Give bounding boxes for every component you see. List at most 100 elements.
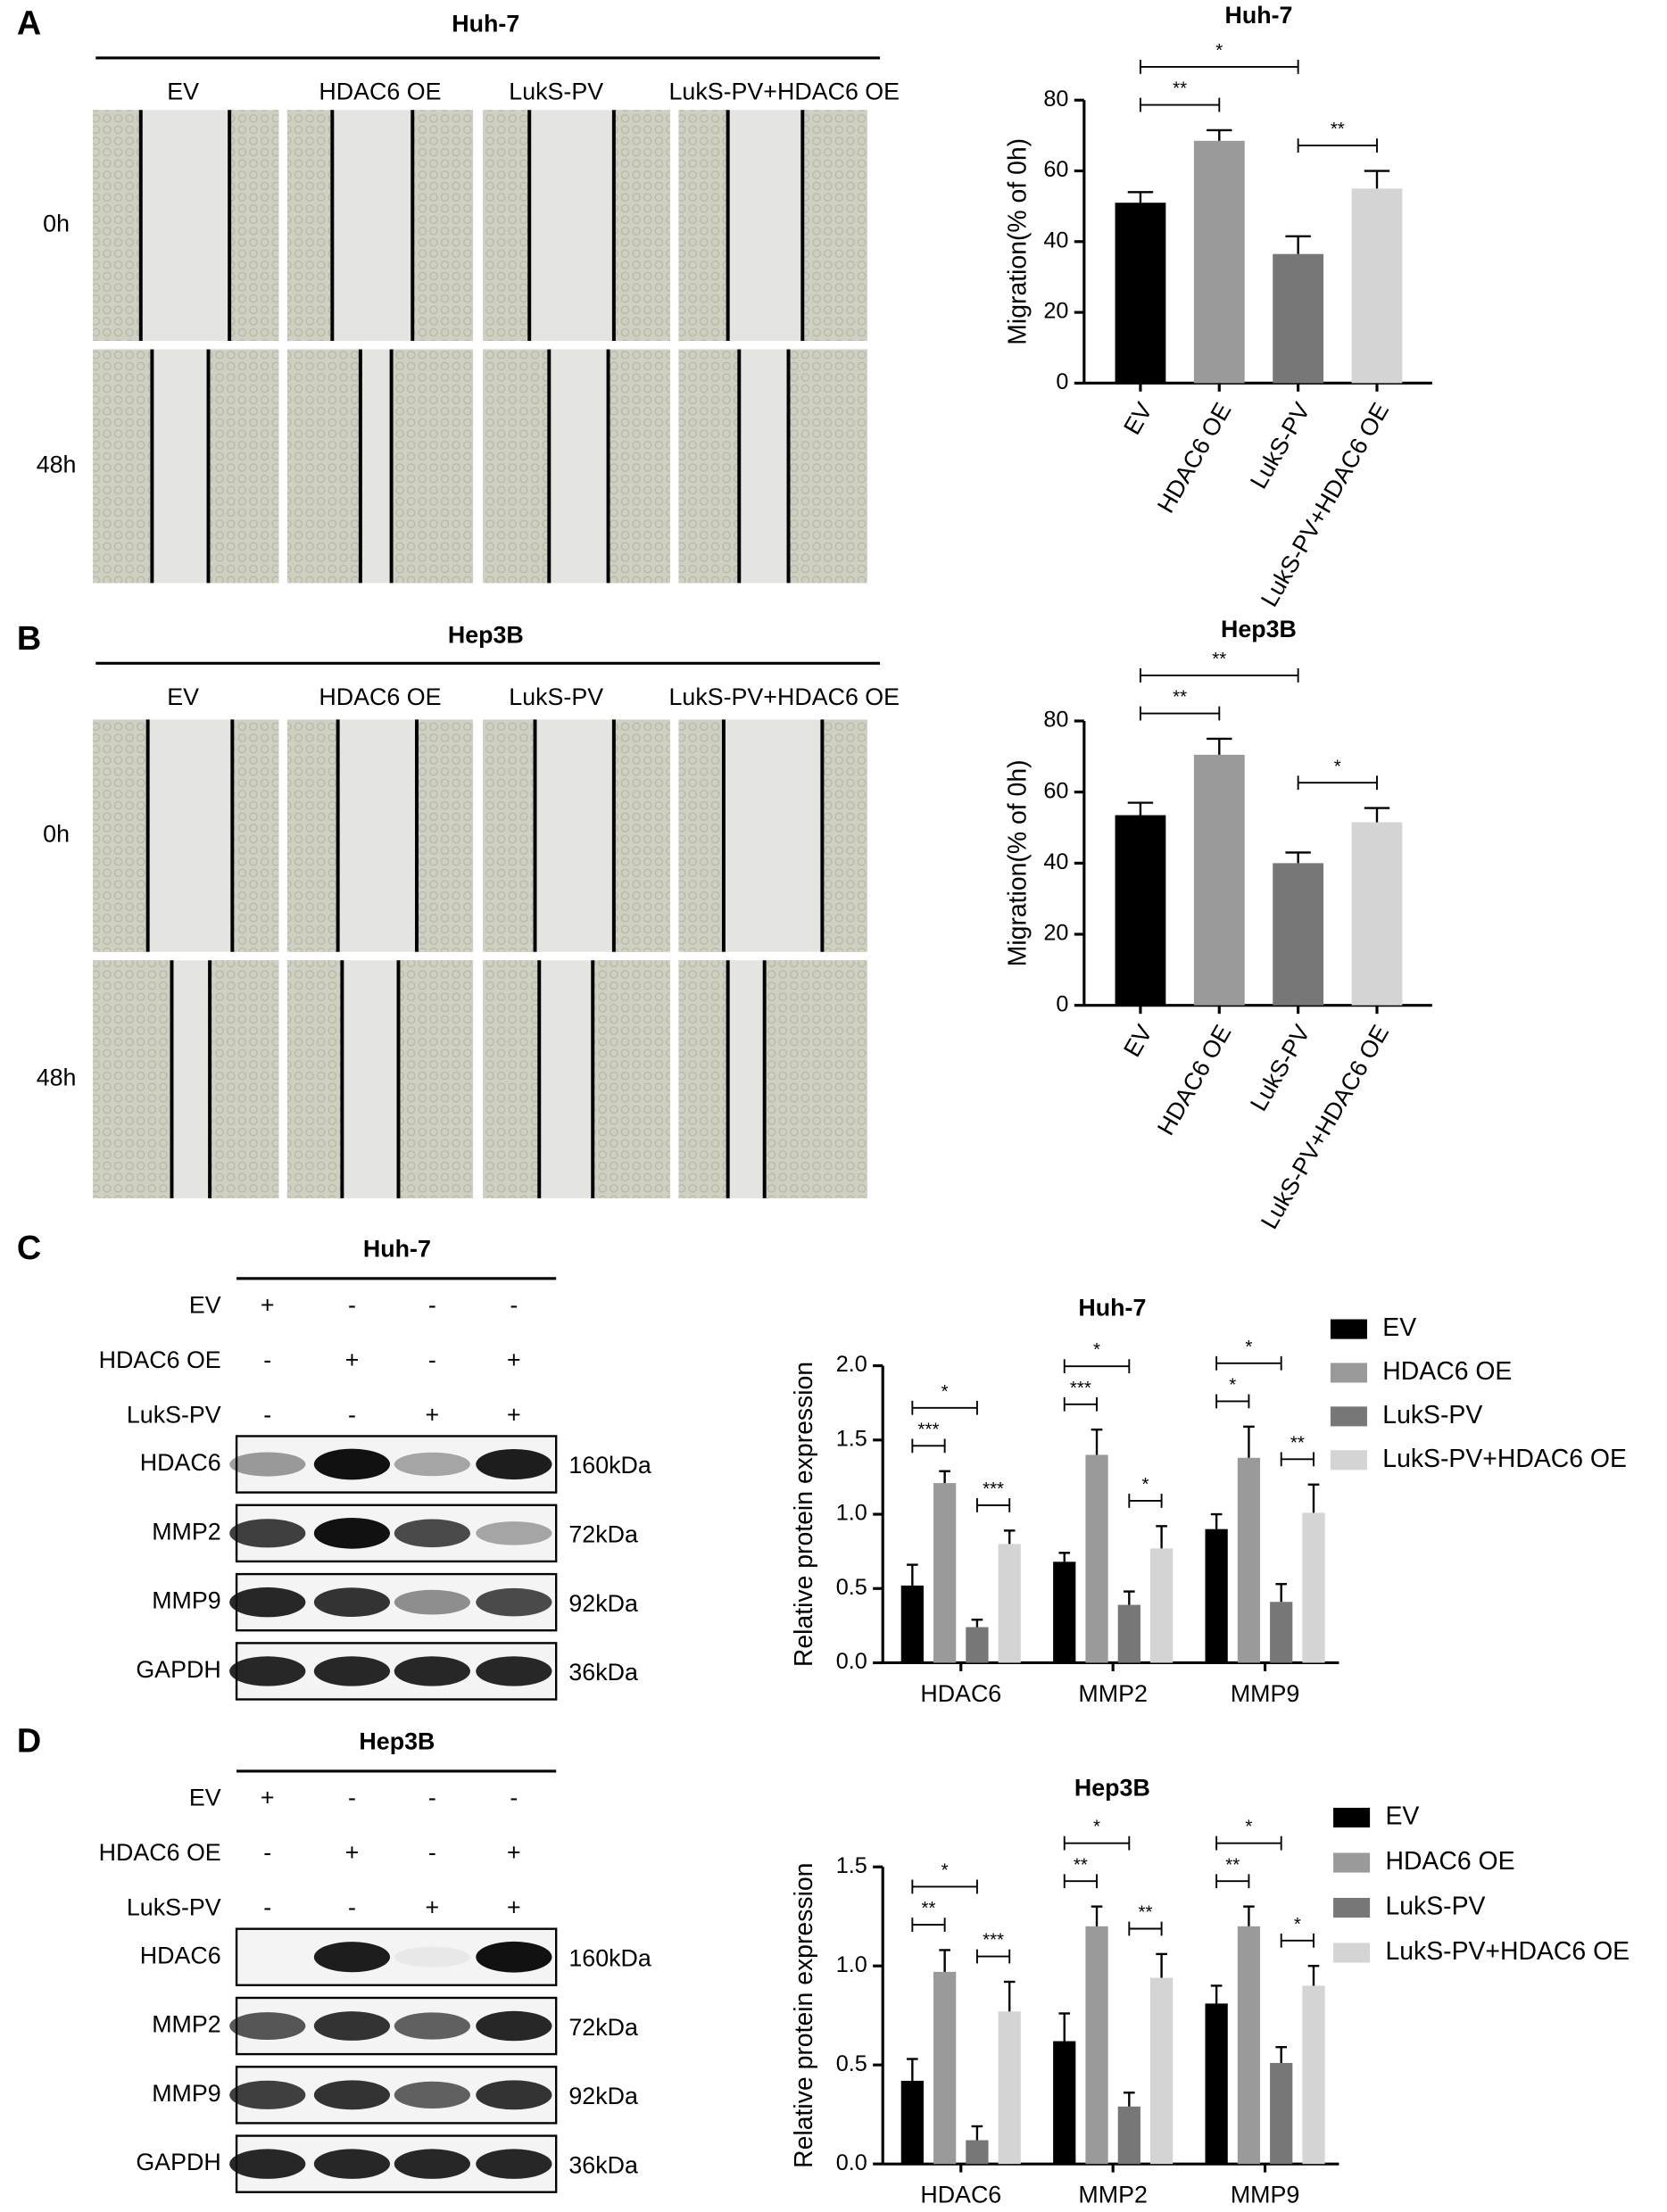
significance-label: ** — [1212, 649, 1226, 669]
y-tick-label: 0.0 — [836, 2150, 867, 2175]
bar — [1193, 754, 1245, 1006]
legend-label: LukS-PV — [1382, 1401, 1482, 1429]
column-label: LukS-PV — [509, 683, 603, 710]
bar — [1117, 2106, 1140, 2165]
y-tick-label: 0.5 — [836, 1575, 867, 1600]
column-label: EV — [167, 683, 199, 710]
legend-swatch — [1333, 1852, 1371, 1873]
protein-label: HDAC6 — [140, 1449, 221, 1476]
treatment-sign: - — [510, 1291, 518, 1318]
y-axis-label: Migration(% of 0h) — [1004, 138, 1033, 345]
cell-area — [417, 719, 474, 952]
significance-label: ** — [1225, 1854, 1240, 1875]
blot-band — [313, 1517, 391, 1549]
panel-letter: B — [17, 620, 41, 658]
bar — [1115, 203, 1166, 384]
cell-area — [678, 960, 728, 1198]
bar — [1149, 1548, 1174, 1663]
blot-band — [394, 1946, 470, 1968]
significance-label: * — [1245, 1817, 1252, 1837]
treatment-sign: - — [263, 1839, 271, 1866]
size-label: 160kDa — [568, 1944, 651, 1971]
column-label: LukS-PV+HDAC6 OE — [669, 683, 900, 710]
panel-letter: D — [17, 1722, 41, 1760]
cell-area — [286, 960, 343, 1198]
bar — [1115, 815, 1166, 1006]
y-tick-label: 20 — [1043, 921, 1068, 946]
y-axis-label: Relative protein expression — [790, 1863, 818, 2168]
x-tick-label: MMP2 — [1078, 2182, 1147, 2208]
size-label: 36kDa — [568, 1659, 638, 1686]
cell-area — [93, 110, 141, 342]
protein-label: MMP2 — [152, 2011, 220, 2038]
y-tick-label: 0 — [1056, 991, 1068, 1016]
bar — [900, 1585, 924, 1663]
cell-area — [93, 349, 153, 584]
blot-band — [476, 1448, 552, 1480]
blot-band — [476, 2010, 552, 2042]
treatment-sign: - — [263, 1401, 271, 1428]
blot-band — [229, 1452, 306, 1477]
x-tick-label: MMP9 — [1231, 2182, 1299, 2208]
cell-area — [678, 110, 728, 342]
legend-label: EV — [1382, 1313, 1416, 1342]
legend-swatch — [1330, 1363, 1367, 1383]
significance-label: * — [1294, 1914, 1301, 1934]
blot-band — [229, 1587, 306, 1618]
row-label: 0h — [43, 211, 70, 237]
cell-area — [678, 719, 724, 952]
cell-area — [802, 110, 867, 342]
treatment-label: HDAC6 OE — [99, 1839, 221, 1866]
blot-band — [313, 1448, 391, 1480]
bar — [1270, 2062, 1293, 2165]
legend-swatch — [1330, 1319, 1367, 1339]
bar — [1302, 1985, 1325, 2165]
legend-label: HDAC6 OE — [1382, 1357, 1512, 1386]
blot-band — [313, 2011, 391, 2041]
protein-label: GAPDH — [136, 2149, 220, 2175]
bar — [1053, 1562, 1076, 1663]
bar — [933, 1483, 957, 1663]
significance-label: ** — [1331, 119, 1345, 139]
cell-area — [398, 960, 474, 1198]
panel-letter: C — [17, 1230, 41, 1267]
significance-label: *** — [918, 1419, 940, 1439]
y-tick-label: 1.5 — [836, 1853, 867, 1878]
bar — [1273, 863, 1324, 1006]
x-tick-label: HDAC6 OE — [1152, 1020, 1237, 1139]
y-tick-label: 60 — [1043, 778, 1068, 803]
y-axis-label: Relative protein expression — [790, 1362, 818, 1667]
cell-area — [483, 349, 550, 584]
blot-band — [476, 1521, 552, 1545]
bar — [1117, 1604, 1140, 1663]
panel-title: Hep3B — [359, 1727, 435, 1754]
blot-band — [313, 1942, 391, 1973]
blot-band — [476, 1587, 552, 1617]
treatment-sign: + — [261, 1785, 275, 1811]
column-label: HDAC6 OE — [319, 683, 441, 710]
y-tick-label: 1.5 — [836, 1426, 867, 1451]
treatment-sign: + — [507, 1346, 521, 1373]
x-tick-label: EV — [1118, 398, 1157, 439]
blot-band — [476, 1941, 552, 1973]
significance-label: * — [1229, 1374, 1236, 1395]
cell-area — [210, 960, 279, 1198]
treatment-label: LukS-PV — [127, 1894, 221, 1921]
x-tick-label: MMP9 — [1231, 1680, 1299, 1707]
significance-label: ** — [1173, 687, 1187, 708]
significance-label: * — [941, 1381, 949, 1402]
treatment-sign: + — [507, 1401, 521, 1428]
bar — [900, 2080, 924, 2165]
protein-label: MMP2 — [152, 1518, 220, 1545]
significance-label: * — [1093, 1817, 1100, 1837]
cell-area — [232, 719, 279, 952]
protein-label: MMP9 — [152, 2080, 220, 2107]
cell-area — [483, 719, 535, 952]
y-axis-label: Migration(% of 0h) — [1004, 759, 1033, 966]
significance-label: ** — [1173, 79, 1187, 99]
cell-area — [93, 960, 172, 1198]
legend-label: LukS-PV+HDAC6 OE — [1382, 1445, 1627, 1473]
legend-swatch — [1330, 1450, 1367, 1471]
blot-band — [394, 2012, 470, 2040]
x-tick-label: HDAC6 — [920, 2182, 1001, 2208]
